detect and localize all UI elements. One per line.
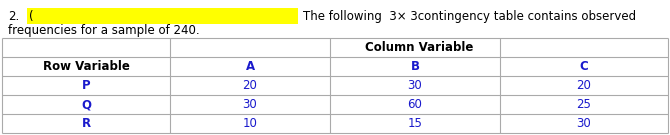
Text: 25: 25 (577, 98, 592, 111)
Text: C: C (580, 60, 588, 73)
Text: 10: 10 (243, 117, 257, 130)
Text: P: P (82, 79, 90, 92)
Text: 30: 30 (407, 79, 422, 92)
Text: The following  3× 3contingency table contains observed: The following 3× 3contingency table cont… (303, 10, 636, 23)
Text: A: A (245, 60, 255, 73)
Text: 30: 30 (577, 117, 592, 130)
Text: 20: 20 (243, 79, 257, 92)
Text: 2.: 2. (8, 10, 19, 23)
Bar (27, 8, 298, 24)
Text: B: B (411, 60, 419, 73)
Text: Column Variable: Column Variable (364, 41, 473, 54)
Text: (: ( (29, 10, 34, 23)
Text: frequencies for a sample of 240.: frequencies for a sample of 240. (8, 24, 200, 37)
Text: 30: 30 (243, 98, 257, 111)
Text: Q: Q (81, 98, 91, 111)
Text: 20: 20 (577, 79, 592, 92)
Text: 60: 60 (407, 98, 423, 111)
Text: Row Variable: Row Variable (43, 60, 129, 73)
Text: 15: 15 (407, 117, 423, 130)
Text: R: R (82, 117, 90, 130)
